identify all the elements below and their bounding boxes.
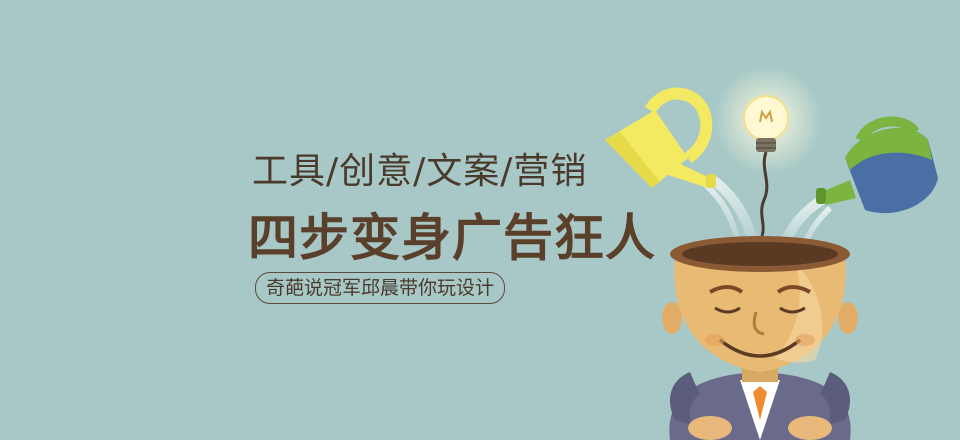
illustration: [605, 65, 938, 440]
thinking-man-character-icon: [662, 236, 858, 440]
tagline-pill: 奇葩说冠军邱晨带你玩设计: [255, 272, 506, 304]
headline-text: 四步变身广告狂人: [248, 209, 656, 267]
yellow-watering-can-icon: [605, 87, 716, 188]
subtitle-text: 工具/创意/文案/营销: [252, 151, 588, 192]
light-bulb-icon: [743, 95, 789, 237]
green-watering-can-icon: [816, 116, 938, 214]
